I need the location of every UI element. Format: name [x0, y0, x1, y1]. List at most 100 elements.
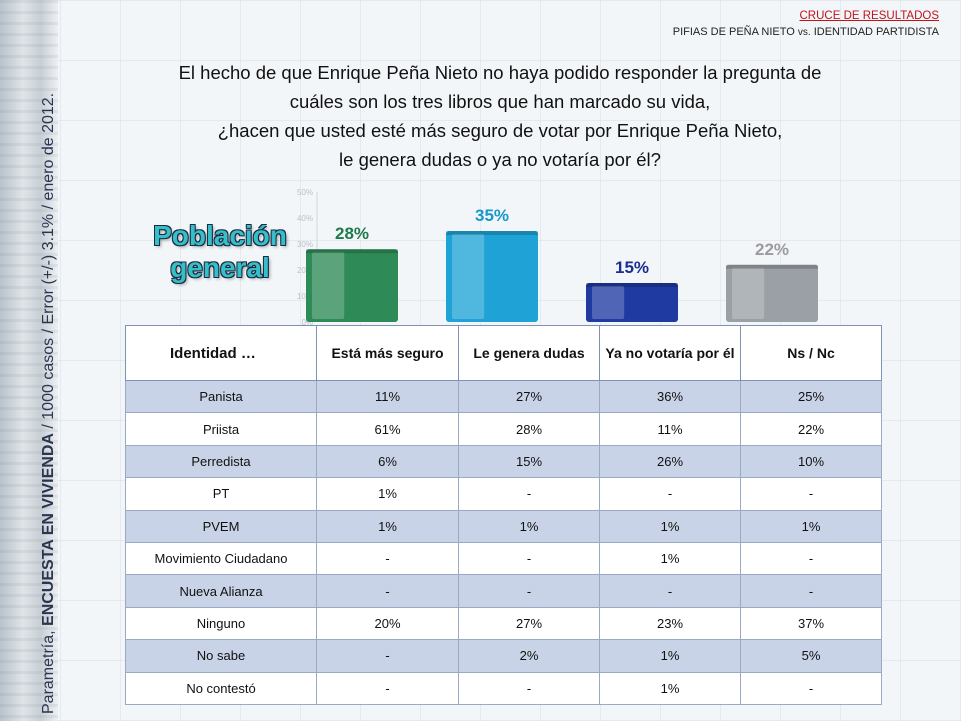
value-cell: - — [458, 574, 600, 608]
value-cell: 1% — [599, 671, 741, 705]
row-label-cell: PVEM — [125, 509, 317, 543]
value-cell: - — [316, 574, 459, 608]
decorative-side-strip — [0, 0, 58, 721]
column-header: Ns / Nc — [740, 325, 882, 381]
population-label-line: general — [170, 252, 270, 283]
table-header-row: Identidad … Está más seguro Le genera du… — [125, 325, 882, 381]
value-cell: 6% — [316, 444, 459, 479]
table-row: No sabe -2% 1% 5% — [125, 639, 882, 673]
data-label: 22% — [755, 240, 789, 259]
value-cell: 1% — [740, 509, 882, 543]
value-cell: 1% — [458, 509, 600, 543]
value-cell: 11% — [599, 412, 741, 446]
value-cell: - — [316, 541, 459, 576]
value-cell: 10% — [740, 444, 882, 479]
bar-top-edge — [586, 283, 678, 287]
question-line: El hecho de que Enrique Peña Nieto no ha… — [178, 62, 822, 83]
side-credit-bold: ENCUESTA EN VIVIENDA — [40, 433, 57, 626]
value-cell: 2% — [458, 639, 600, 673]
bar-top-edge — [306, 249, 398, 254]
y-tick-label: 50% — [297, 188, 313, 197]
column-header: Identidad … — [125, 325, 317, 381]
row-label-cell: No sabe — [125, 639, 317, 673]
y-tick-label: 10% — [297, 292, 313, 301]
header-title: CRUCE DE RESULTADOS — [799, 10, 939, 22]
value-cell: 36% — [599, 379, 741, 414]
value-cell: - — [599, 477, 741, 511]
header-subtitle-a: PIFIAS DE PEÑA NIETO — [672, 26, 798, 38]
header-subtitle-vs: vs. — [797, 27, 811, 38]
row-label-cell: Perredista — [125, 444, 317, 479]
table-row: Movimiento Ciudadano - -1% - — [125, 541, 882, 576]
population-label: Población general — [150, 220, 290, 284]
value-cell: 11% — [316, 379, 459, 414]
y-tick-label: 30% — [297, 240, 313, 249]
value-cell: 37% — [740, 606, 882, 641]
value-cell: - — [458, 541, 600, 576]
table-row: PVEM 1% 1% 1% 1% — [125, 509, 882, 543]
value-cell: - — [458, 671, 600, 705]
value-cell: - — [316, 639, 459, 673]
value-cell: 22% — [740, 412, 882, 446]
table-row: Perredista 6% 15% 26% 10% — [125, 444, 882, 479]
side-credit: Parametría, ENCUESTA EN VIVIENDA / 1000 … — [40, 14, 58, 714]
value-cell: - — [458, 477, 600, 511]
data-label: 28% — [335, 224, 369, 243]
column-header: Está más seguro — [316, 325, 459, 381]
value-cell: 61% — [316, 412, 459, 446]
value-cell: - — [740, 477, 882, 511]
cross-results-table: Identidad … Está más seguro Le genera du… — [125, 325, 882, 705]
bar-top-edge — [726, 264, 818, 269]
question-line: le genera dudas o ya no votaría por él? — [339, 149, 661, 170]
value-cell: - — [599, 574, 741, 608]
value-cell: 27% — [458, 606, 600, 641]
value-cell: 1% — [599, 509, 741, 543]
table-row: Priista 61% 28% 11% 22% — [125, 412, 882, 446]
value-cell: - — [316, 671, 459, 705]
header-subtitle-b: IDENTIDAD PARTIDISTA — [810, 26, 939, 38]
y-tick-label: 0% — [301, 318, 313, 327]
value-cell: - — [740, 541, 882, 576]
value-cell: 20% — [316, 606, 459, 641]
value-cell: - — [740, 574, 882, 608]
data-label: 15% — [615, 258, 649, 277]
value-cell: 23% — [599, 606, 741, 641]
table-row: Nueva Alianza - - - - — [125, 574, 882, 608]
table-row: Panista 11% 27% 36% 25% — [125, 379, 882, 414]
value-cell: 1% — [599, 639, 741, 673]
header-subtitle: PIFIAS DE PEÑA NIETO vs. IDENTIDAD PARTI… — [673, 26, 939, 38]
row-label-cell: No contestó — [125, 671, 317, 705]
row-label-cell: Priista — [125, 412, 317, 446]
y-tick-label: 40% — [297, 214, 313, 223]
question-line: ¿hacen que usted esté más seguro de vota… — [217, 120, 783, 141]
bar — [586, 283, 678, 322]
row-label-cell: PT — [125, 477, 317, 511]
value-cell: - — [740, 671, 882, 705]
value-cell: 1% — [316, 477, 459, 511]
column-header: Le genera dudas — [458, 325, 600, 381]
table-body: Panista 11% 27% 36% 25% Priista 61% 28% 11% 22% Pe… — [125, 379, 882, 705]
column-header: Ya no votaría por él — [599, 325, 741, 381]
value-cell: 26% — [599, 444, 741, 479]
bar-highlight — [732, 267, 765, 319]
bar — [726, 264, 818, 322]
value-cell: 28% — [458, 412, 600, 446]
side-credit-pre: Parametría, — [40, 625, 57, 714]
population-label-line: Población — [153, 220, 287, 251]
value-cell: 15% — [458, 444, 600, 479]
y-tick-label: 20% — [297, 266, 313, 275]
bar-top-edge — [446, 231, 538, 235]
bar — [306, 249, 398, 322]
bar-highlight — [312, 252, 345, 319]
row-label-cell: Movimiento Ciudadano — [125, 541, 317, 576]
question-text: El hecho de que Enrique Peña Nieto no ha… — [120, 58, 880, 174]
question-line: cuáles son los tres libros que han marca… — [289, 91, 711, 112]
table-row: Ninguno 20% 27% 23% 37% — [125, 606, 882, 641]
row-label-cell: Nueva Alianza — [125, 574, 317, 608]
value-cell: 1% — [599, 541, 741, 576]
table-row: PT 1% - - - — [125, 477, 882, 511]
data-label: 35% — [475, 206, 509, 225]
bar — [446, 231, 538, 322]
row-label-cell: Ninguno — [125, 606, 317, 641]
side-credit-post: / 1000 casos / Error (+/-) 3.1% / enero … — [40, 92, 57, 434]
